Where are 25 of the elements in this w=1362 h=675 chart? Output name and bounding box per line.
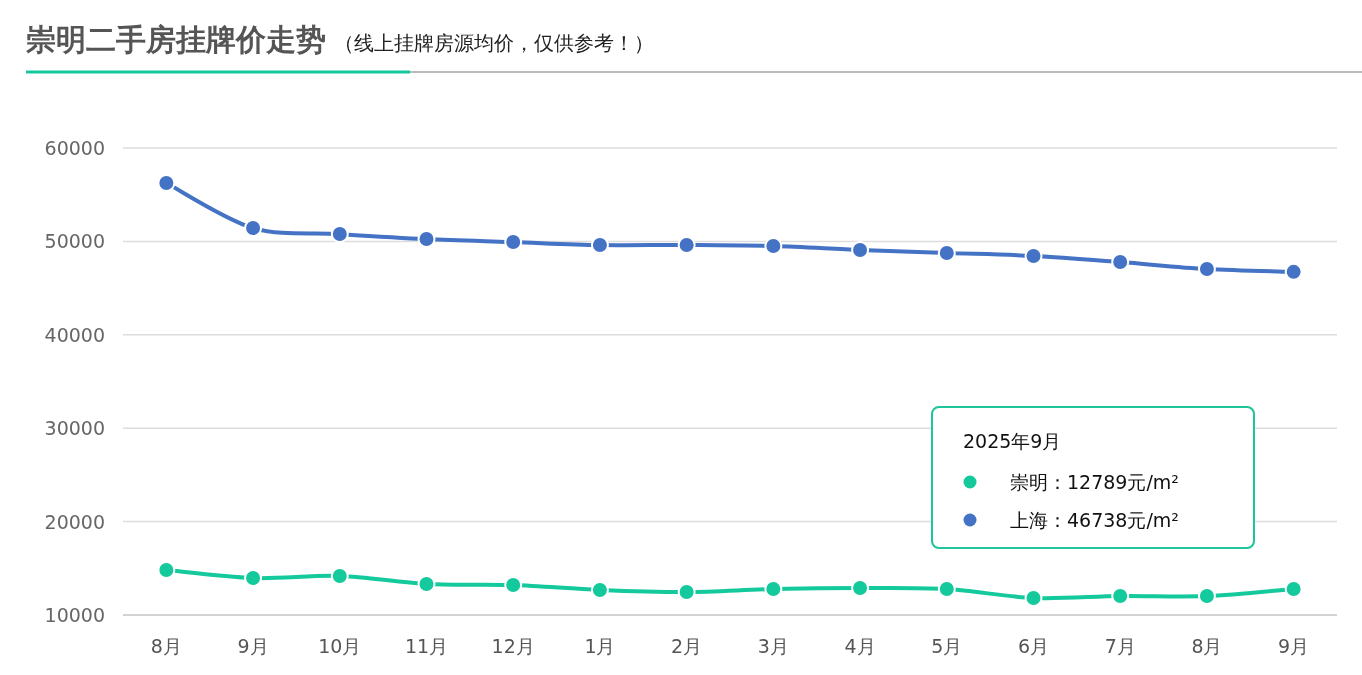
x-tick-label: 7月	[1104, 635, 1136, 657]
legend-label: 上海：46738元/m²	[1010, 509, 1179, 531]
chart-subtitle: （线上挂牌房源均价，仅供参考！）	[334, 31, 654, 55]
x-tick-label: 6月	[1017, 635, 1050, 657]
x-tick-label: 9月	[1278, 635, 1310, 657]
legend-label: 崇明：12789元/m²	[1010, 471, 1179, 493]
y-tick-label: 30000	[44, 417, 105, 440]
x-tick-label: 2月	[671, 635, 703, 657]
x-tick-label: 3月	[757, 635, 789, 657]
x-tick-label: 12月	[491, 635, 535, 657]
y-tick-label: 60000	[44, 137, 105, 159]
y-tick-label: 40000	[44, 323, 105, 346]
y-tick-label: 50000	[44, 230, 105, 253]
x-tick-label: 4月	[844, 635, 876, 657]
x-tick-label: 10月	[318, 635, 362, 657]
x-tick-label: 5月	[931, 635, 963, 657]
legend-title: 2025年9月	[963, 430, 1062, 452]
y-tick-label: 20000	[44, 510, 105, 533]
y-tick-label: 10000	[44, 604, 105, 626]
x-tick-label: 11月	[404, 635, 449, 657]
x-tick-label: 8月	[1191, 635, 1223, 657]
x-tick-label: 1月	[584, 635, 616, 657]
x-tick-label: 8月	[150, 635, 182, 657]
chart-title: 崇明二手房挂牌价走势	[25, 22, 326, 57]
x-tick-label: 9月	[237, 635, 269, 657]
